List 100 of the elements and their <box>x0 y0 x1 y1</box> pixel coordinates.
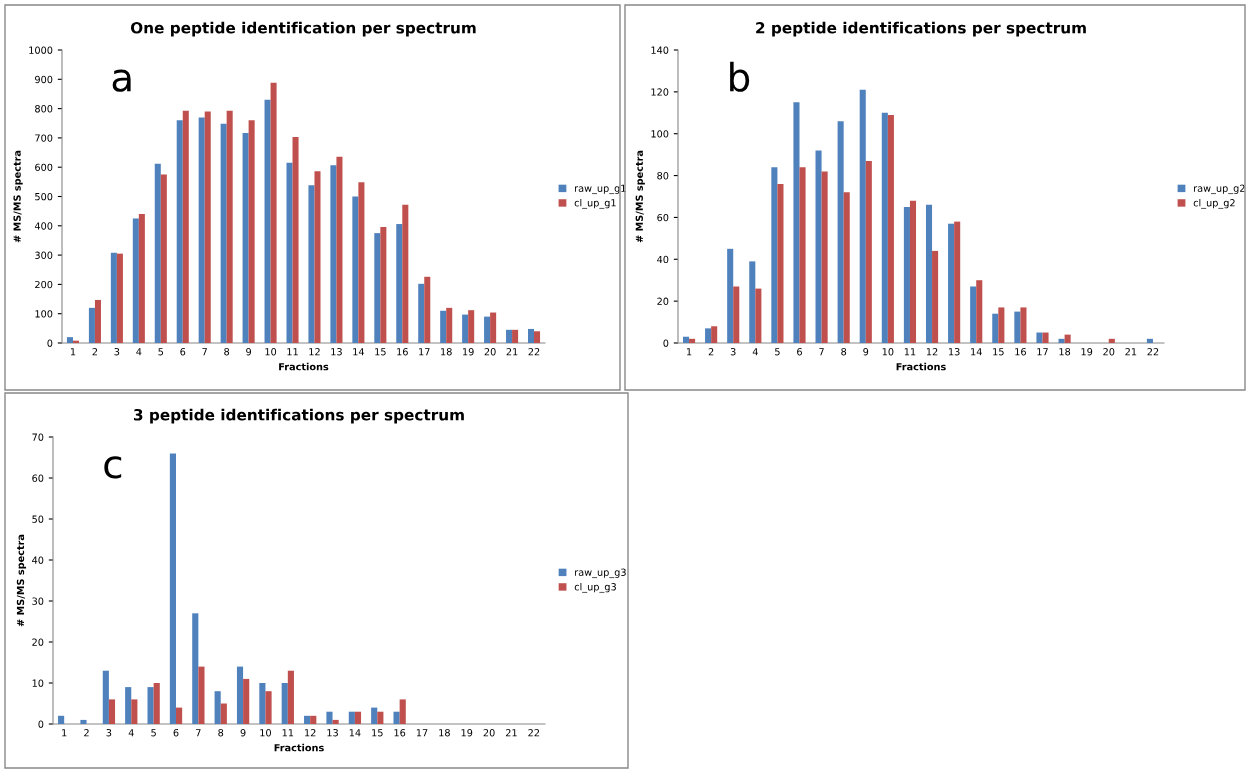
y-tick-label: 20 <box>657 297 669 305</box>
bar <box>336 156 343 343</box>
bar <box>377 711 384 724</box>
y-tick-label: 40 <box>32 556 44 564</box>
y-tick-label: 0 <box>38 720 44 728</box>
bar <box>705 328 712 343</box>
x-tick-label: 17 <box>416 729 428 737</box>
x-tick-label: 6 <box>797 348 802 356</box>
x-tick-label: 5 <box>151 729 156 737</box>
bar <box>534 331 541 343</box>
bar <box>440 310 447 343</box>
bar <box>925 204 933 343</box>
bar <box>138 214 145 343</box>
bar <box>310 715 317 724</box>
x-tick-label: 1 <box>70 348 76 356</box>
x-tick-label: 13 <box>327 729 338 737</box>
bar <box>354 711 362 724</box>
x-tick-label: 2 <box>708 348 714 356</box>
bar <box>248 120 255 343</box>
x-tick-label: 4 <box>136 348 142 356</box>
bar <box>733 286 740 343</box>
y-axis-title: # MS/MS spectra <box>16 534 27 627</box>
bar <box>512 329 519 343</box>
y-tick-label: 40 <box>657 255 669 264</box>
bar <box>270 82 277 343</box>
bar <box>418 283 425 343</box>
y-tick-label: 60 <box>32 474 44 482</box>
x-tick-label: 4 <box>752 348 758 356</box>
x-tick-label: 18 <box>439 729 450 737</box>
y-tick-label: 50 <box>32 515 44 523</box>
x-tick-label: 7 <box>819 348 824 356</box>
y-tick-label: 700 <box>35 134 53 142</box>
x-tick-label: 15 <box>993 348 1004 356</box>
annotation: c <box>104 456 122 479</box>
bar <box>286 162 293 343</box>
y-tick-label: 100 <box>651 130 669 138</box>
x-tick-label: 3 <box>106 729 112 737</box>
bar <box>94 299 101 343</box>
bar <box>287 670 294 724</box>
bar <box>198 666 205 724</box>
bar <box>108 699 116 724</box>
x-tick-label: 20 <box>484 348 496 356</box>
x-tick-label: 10 <box>265 348 277 356</box>
x-tick-label: 6 <box>173 729 179 737</box>
bar <box>292 137 299 343</box>
bar <box>358 182 365 343</box>
x-tick-label: 2 <box>84 729 89 737</box>
bar <box>948 223 955 343</box>
bar <box>236 666 244 724</box>
bar <box>220 123 227 343</box>
x-tick-label: 16 <box>397 348 408 356</box>
bar <box>192 613 199 724</box>
y-tick-label: 10 <box>32 679 44 687</box>
x-tick-label: 12 <box>926 348 938 356</box>
bar <box>506 329 513 343</box>
bar <box>976 280 983 343</box>
bar <box>777 183 784 343</box>
x-tick-label: 22 <box>528 729 540 737</box>
x-tick-label: 15 <box>375 348 386 356</box>
bar <box>110 252 117 343</box>
bar <box>527 328 535 343</box>
x-tick-label: 11 <box>287 348 298 356</box>
bar <box>881 112 888 343</box>
bar <box>865 160 872 343</box>
bar <box>970 286 977 343</box>
bar <box>116 253 123 343</box>
chart-title: One peptide identification per spectrum <box>130 21 476 37</box>
legend-label: cl_up_g1 <box>574 198 616 209</box>
legend-label: cl_up_g3 <box>574 582 616 593</box>
bar <box>393 711 400 724</box>
legend-label: raw_up_g3 <box>575 568 626 579</box>
bar <box>749 261 756 343</box>
x-tick-label: 21 <box>506 348 518 356</box>
chart-title: 3 peptide identifications per spectrum <box>133 408 464 424</box>
bar <box>903 206 910 343</box>
bar <box>102 670 109 724</box>
y-tick-label: 500 <box>35 192 53 201</box>
bar <box>220 703 227 724</box>
bar <box>332 719 339 724</box>
x-tick-label: 17 <box>419 348 430 356</box>
x-tick-label: 10 <box>882 348 894 356</box>
x-tick-label: 10 <box>260 729 271 737</box>
x-tick-label: 17 <box>1037 348 1048 356</box>
bar <box>689 338 696 343</box>
x-tick-label: 9 <box>240 729 246 737</box>
bar <box>843 192 850 343</box>
bar <box>1042 332 1049 343</box>
x-tick-label: 16 <box>1015 348 1026 356</box>
x-tick-label: 15 <box>372 729 383 737</box>
x-tick-label: 12 <box>305 729 316 737</box>
bar <box>374 233 381 343</box>
bar <box>799 167 806 343</box>
bar <box>160 174 167 343</box>
chart-title: 2 peptide identifications per spectrum <box>756 21 1086 37</box>
x-axis-title: Fractions <box>274 743 324 752</box>
bar <box>446 307 453 343</box>
x-axis-title: Fractions <box>279 362 329 371</box>
x-tick-label: 14 <box>349 729 361 737</box>
bar <box>169 453 176 724</box>
bar <box>314 171 321 343</box>
